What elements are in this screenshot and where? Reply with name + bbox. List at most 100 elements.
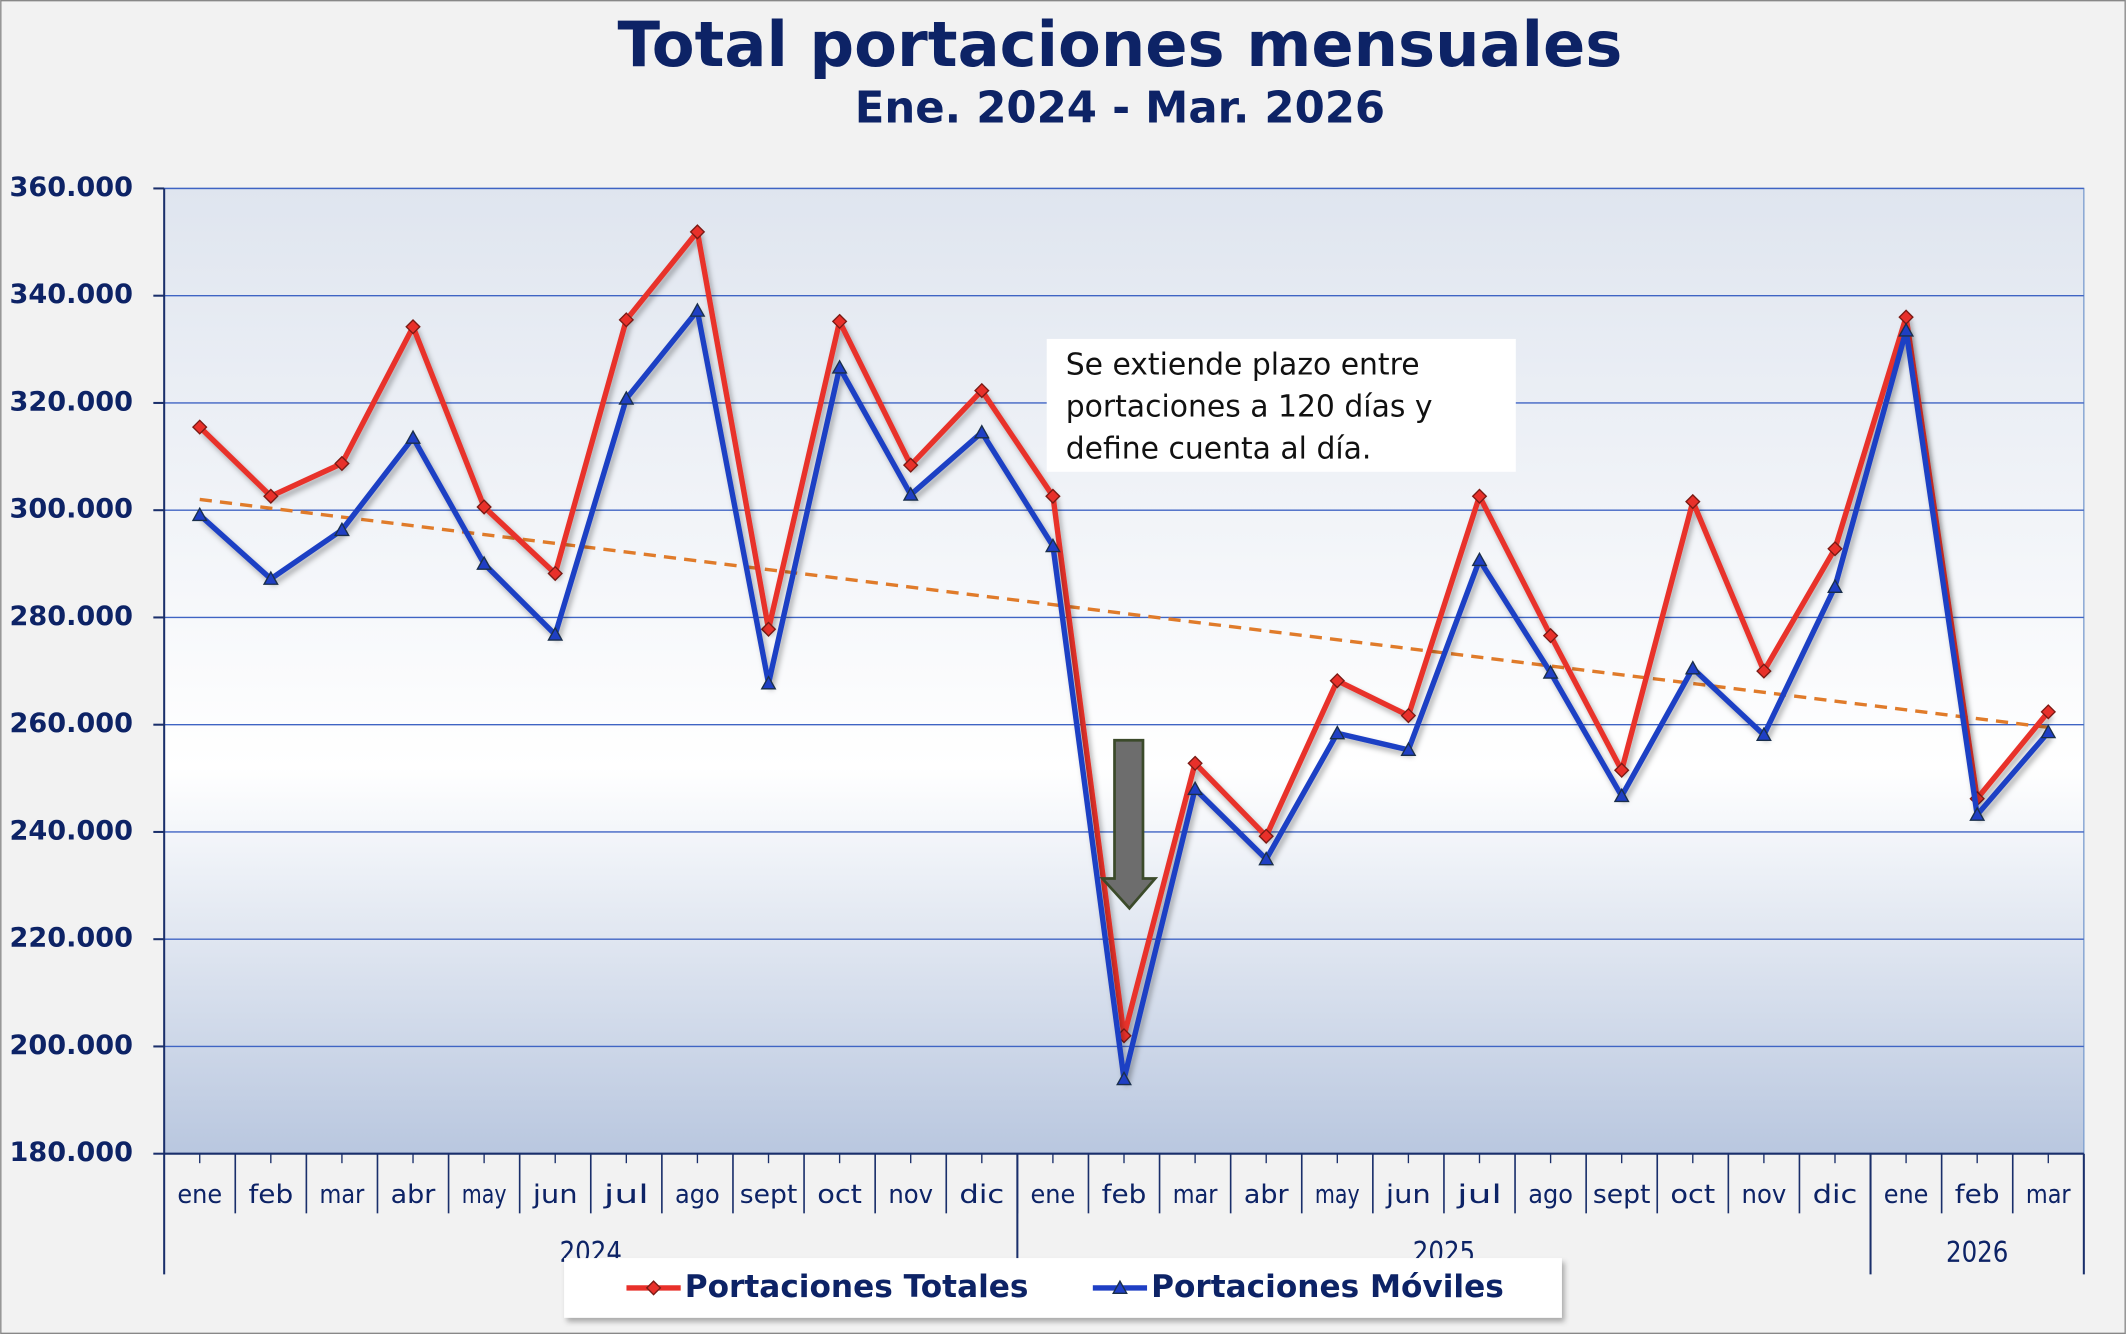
y-tick-label: 280.000 bbox=[10, 601, 133, 632]
legend-label: Portaciones Móviles bbox=[1151, 1269, 1504, 1305]
chart-title: Total portaciones mensuales bbox=[617, 8, 1622, 81]
marker bbox=[1258, 851, 1275, 866]
x-tick-label: jul bbox=[1456, 1180, 1502, 1210]
marker bbox=[1400, 707, 1417, 724]
marker bbox=[1329, 725, 1346, 740]
y-tick-label: 340.000 bbox=[10, 279, 133, 310]
marker bbox=[1685, 493, 1701, 510]
marker bbox=[974, 382, 990, 399]
x-tick-label: mar bbox=[1173, 1180, 1218, 1210]
x-tick-label: jul bbox=[602, 1180, 648, 1210]
marker bbox=[1045, 488, 1061, 504]
x-tick-label: oct bbox=[1670, 1180, 1715, 1210]
marker bbox=[1471, 551, 1488, 567]
marker bbox=[2040, 704, 2057, 720]
marker bbox=[547, 565, 563, 582]
x-tick-label: may bbox=[1315, 1180, 1360, 1210]
marker bbox=[1827, 541, 1843, 557]
y-tick-label: 360.000 bbox=[10, 172, 133, 203]
marker bbox=[547, 626, 564, 641]
x-tick-label: abr bbox=[391, 1180, 436, 1210]
group-label: 2026 bbox=[1946, 1236, 2008, 1269]
marker bbox=[333, 521, 350, 537]
marker bbox=[1756, 663, 1772, 679]
y-tick-label: 300.000 bbox=[10, 494, 133, 525]
marker bbox=[1827, 578, 1843, 593]
marker bbox=[1898, 322, 1915, 337]
x-tick-label: ago bbox=[1528, 1180, 1573, 1210]
x-tick-label: sept bbox=[1593, 1180, 1651, 1210]
marker bbox=[689, 302, 706, 317]
y-tick-label: 240.000 bbox=[10, 815, 133, 846]
x-tick-label: ene bbox=[177, 1180, 222, 1210]
x-tick-label: dic bbox=[959, 1180, 1004, 1210]
marker bbox=[262, 570, 279, 585]
annotation-box bbox=[1046, 338, 1516, 472]
marker bbox=[902, 486, 919, 501]
x-tick-label: jun bbox=[1385, 1180, 1431, 1210]
marker bbox=[1684, 660, 1701, 675]
marker bbox=[1755, 726, 1772, 741]
y-tick-label: 180.000 bbox=[10, 1137, 133, 1168]
x-tick-label: sept bbox=[740, 1180, 798, 1210]
x-tick-label: abr bbox=[1244, 1180, 1289, 1210]
x-tick-label: feb bbox=[1102, 1180, 1147, 1210]
x-tick-label: mar bbox=[320, 1180, 365, 1210]
y-tick-label: 260.000 bbox=[10, 708, 133, 739]
marker bbox=[1044, 537, 1061, 553]
marker bbox=[405, 429, 421, 444]
marker bbox=[1542, 664, 1559, 679]
marker bbox=[1613, 762, 1630, 779]
x-tick-label: nov bbox=[1742, 1180, 1787, 1210]
marker bbox=[1400, 741, 1417, 756]
marker bbox=[476, 499, 492, 515]
legend-label: Portaciones Totales bbox=[685, 1269, 1029, 1305]
arrow bbox=[1099, 738, 1159, 911]
marker bbox=[831, 313, 848, 330]
marker bbox=[334, 455, 350, 472]
y-tick-label: 320.000 bbox=[10, 386, 133, 417]
x-tick-label: ago bbox=[675, 1180, 720, 1210]
x-tick-label: dic bbox=[1813, 1180, 1858, 1210]
marker bbox=[1969, 806, 1986, 821]
chart-subtitle: Ene. 2024 - Mar. 2026 bbox=[855, 84, 1385, 134]
marker bbox=[973, 424, 990, 439]
marker bbox=[902, 457, 919, 473]
x-tick-label: nov bbox=[888, 1180, 933, 1210]
marker bbox=[618, 312, 635, 328]
marker bbox=[760, 621, 777, 637]
x-tick-label: mar bbox=[2026, 1180, 2071, 1210]
marker bbox=[1187, 755, 1203, 772]
marker bbox=[1258, 828, 1274, 844]
y-tick-label: 200.000 bbox=[10, 1030, 133, 1061]
y-tick-label: 220.000 bbox=[10, 923, 133, 954]
marker bbox=[645, 1280, 662, 1296]
marker bbox=[831, 359, 848, 374]
annotation-text: portaciones a 120 días y bbox=[1066, 390, 1433, 425]
legend bbox=[564, 1258, 1562, 1318]
annotation-text: Se extiende plazo entre bbox=[1066, 348, 1420, 383]
x-tick-label: ene bbox=[1031, 1180, 1076, 1210]
x-tick-label: ene bbox=[1884, 1180, 1929, 1210]
marker bbox=[476, 555, 493, 570]
marker bbox=[618, 390, 635, 405]
marker bbox=[191, 419, 208, 435]
marker bbox=[1613, 787, 1630, 803]
marker bbox=[405, 319, 421, 335]
x-tick-label: oct bbox=[817, 1180, 862, 1210]
marker bbox=[1542, 627, 1559, 644]
marker bbox=[760, 675, 777, 690]
trend-line bbox=[199, 497, 2049, 730]
x-tick-label: feb bbox=[248, 1180, 293, 1210]
marker bbox=[1471, 488, 1488, 504]
marker bbox=[1187, 780, 1204, 796]
annotation-text: define cuenta al día. bbox=[1066, 432, 1372, 467]
x-tick-label: may bbox=[462, 1180, 507, 1210]
marker bbox=[263, 488, 279, 504]
marker bbox=[1116, 1070, 1132, 1086]
marker bbox=[191, 506, 208, 522]
marker bbox=[1112, 1279, 1128, 1295]
arrow-shape bbox=[1099, 738, 1159, 911]
